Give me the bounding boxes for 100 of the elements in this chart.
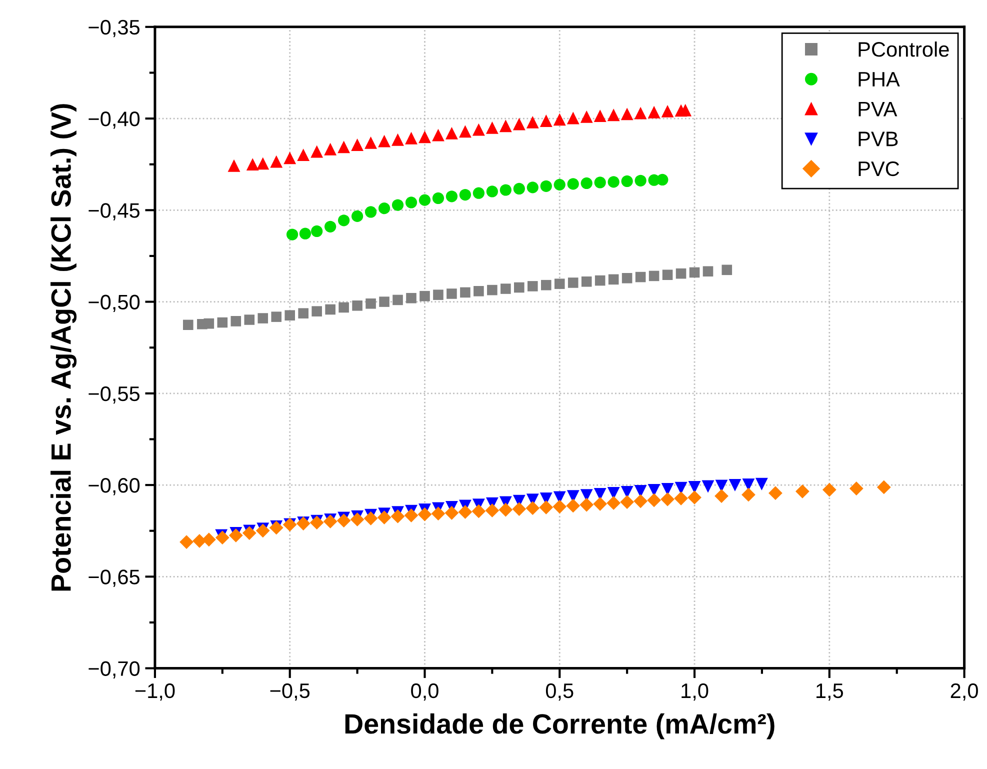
point (284, 152, 296, 164)
point (351, 210, 364, 222)
point (580, 498, 594, 512)
x-tick-label: 0,5 (546, 683, 574, 701)
point (217, 317, 228, 328)
point (298, 308, 308, 318)
point (755, 478, 768, 490)
point (418, 130, 431, 144)
point (446, 190, 458, 202)
x-axis-title: Densidade de Corrente (mA/cm²) (345, 713, 774, 740)
point (432, 128, 444, 142)
point (323, 514, 338, 528)
point (581, 276, 592, 287)
point (446, 288, 457, 299)
point (540, 280, 552, 290)
point (377, 510, 392, 524)
point (244, 314, 255, 325)
point (656, 174, 668, 186)
point (228, 528, 243, 542)
point (554, 178, 566, 190)
point (485, 504, 500, 518)
point (620, 108, 634, 120)
point (242, 526, 256, 540)
point (635, 272, 646, 282)
point (378, 134, 390, 148)
point (432, 192, 444, 204)
point (202, 532, 216, 547)
y-tick-label: −0,40 (88, 112, 140, 129)
point (567, 178, 579, 190)
point (566, 498, 580, 513)
point (458, 505, 472, 519)
point (594, 275, 606, 286)
point (648, 106, 660, 118)
point (472, 504, 486, 518)
point (297, 148, 310, 162)
point (499, 120, 512, 132)
point (351, 138, 364, 151)
point (458, 125, 472, 138)
y-axis-title: Potencial E vs. Ag/AgCl (KCl Sat.) (V) (50, 104, 77, 591)
point (284, 310, 295, 320)
point (256, 157, 270, 170)
point (593, 496, 608, 511)
point (256, 524, 270, 538)
point (539, 500, 554, 514)
point (228, 159, 240, 172)
point (648, 270, 660, 282)
point (728, 478, 742, 492)
point (528, 281, 538, 292)
point (379, 296, 390, 307)
point (526, 501, 540, 516)
point (594, 176, 606, 188)
point (768, 486, 782, 500)
point (608, 176, 620, 188)
point (336, 514, 351, 528)
point (311, 225, 323, 238)
point (350, 512, 364, 526)
point (418, 194, 431, 206)
point (420, 290, 430, 302)
y-tick-label: −0,35 (88, 20, 140, 38)
point (182, 320, 194, 330)
point (215, 530, 230, 545)
point (364, 136, 377, 149)
point (500, 284, 511, 294)
point (702, 266, 714, 277)
x-tick-label: 1,0 (682, 683, 708, 701)
point (552, 500, 567, 514)
point (405, 132, 418, 144)
point (622, 272, 632, 284)
point (486, 121, 498, 134)
point (500, 184, 512, 196)
point (742, 488, 756, 502)
legend-label: PVC (858, 161, 900, 176)
point (431, 506, 446, 521)
point (540, 114, 552, 127)
point (714, 489, 728, 503)
y-tick-label: −0,45 (88, 203, 140, 220)
point (688, 490, 702, 504)
point (299, 228, 312, 240)
y-tick-label: −0,65 (88, 570, 140, 587)
point (392, 294, 403, 306)
x-tick-label: −1,0 (135, 683, 175, 701)
point (689, 267, 700, 278)
point (580, 177, 592, 190)
point (487, 284, 498, 296)
point (472, 123, 485, 136)
point (392, 133, 404, 146)
point (338, 214, 350, 226)
point (676, 268, 686, 279)
y-tick-label: −0,55 (88, 386, 140, 404)
point (620, 495, 634, 510)
point (310, 516, 324, 530)
point (392, 199, 404, 211)
x-tick-label: 1,5 (816, 684, 844, 701)
point (634, 106, 647, 120)
point (230, 316, 242, 326)
point (404, 508, 418, 522)
point (674, 491, 688, 506)
point (526, 182, 538, 194)
point (364, 206, 377, 218)
point (270, 155, 283, 168)
